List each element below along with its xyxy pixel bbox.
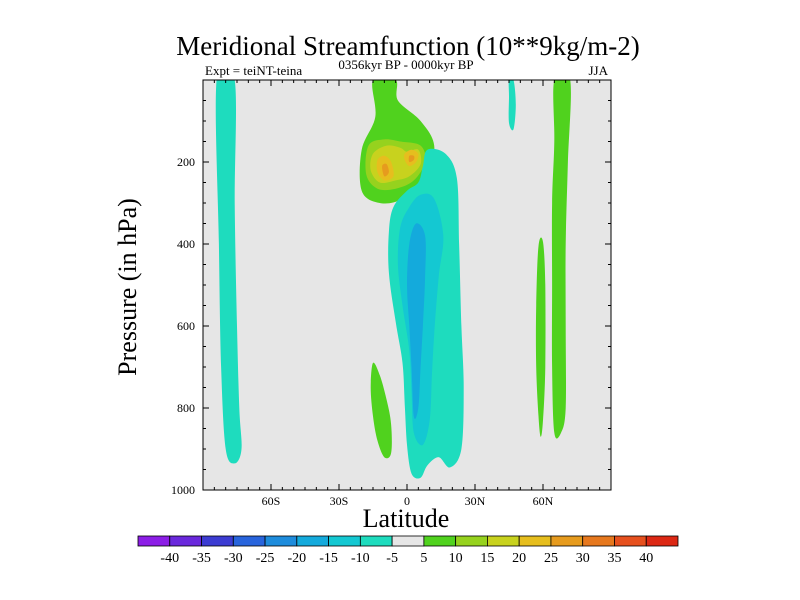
season-label: JJA bbox=[588, 63, 608, 78]
colorbar-swatch bbox=[455, 535, 488, 547]
contour-region-7 bbox=[408, 155, 415, 163]
colorbar-label: 35 bbox=[607, 551, 621, 566]
colorbar-label: -15 bbox=[319, 551, 338, 566]
colorbar-label: -10 bbox=[351, 551, 370, 566]
colorbar-swatch bbox=[582, 535, 615, 547]
chart-subtitle: 0356kyr BP - 0000kyr BP bbox=[338, 57, 473, 72]
x-tick-label: 60S bbox=[262, 494, 281, 508]
colorbar-label: -40 bbox=[160, 551, 179, 566]
experiment-label: Expt = teiNT-teina bbox=[205, 63, 302, 78]
colorbar-swatch bbox=[328, 535, 361, 547]
contour-region-12 bbox=[508, 80, 516, 131]
colorbar-swatch bbox=[518, 535, 552, 547]
colorbar-label: -20 bbox=[287, 551, 306, 566]
colorbar-swatch bbox=[359, 535, 393, 547]
y-tick-label: 200 bbox=[177, 155, 195, 169]
colorbar-swatch bbox=[264, 535, 298, 547]
colorbar-label: 30 bbox=[576, 551, 590, 566]
plot-area bbox=[202, 79, 612, 491]
y-axis-label: Pressure (in hPa) bbox=[113, 198, 142, 376]
colorbar-label: 20 bbox=[512, 551, 526, 566]
colorbar-swatch bbox=[423, 535, 457, 547]
y-tick-label: 600 bbox=[177, 319, 195, 333]
y-tick-label: 800 bbox=[177, 401, 195, 415]
colorbar-swatch bbox=[137, 535, 171, 547]
contour-region-11 bbox=[370, 362, 392, 459]
contour-region-6 bbox=[382, 163, 389, 177]
y-tick-label: 400 bbox=[177, 237, 195, 251]
colorbar-label: 10 bbox=[449, 551, 463, 566]
colorbar-label: -25 bbox=[256, 551, 275, 566]
colorbar-swatch bbox=[645, 535, 679, 547]
colorbar-swatch bbox=[201, 535, 234, 547]
x-tick-label: 0 bbox=[404, 494, 410, 508]
colorbar-swatch bbox=[296, 535, 329, 547]
contour-region-13 bbox=[551, 80, 571, 439]
colorbar-swatch bbox=[614, 535, 647, 547]
x-tick-label: 30N bbox=[465, 494, 486, 508]
contour-region-10 bbox=[407, 223, 426, 419]
x-axis-label: Latitude bbox=[363, 504, 450, 533]
colorbar-label: 25 bbox=[544, 551, 558, 566]
contour-fills bbox=[215, 80, 571, 479]
axis-ticks bbox=[202, 79, 612, 491]
colorbar-swatch bbox=[487, 535, 520, 547]
colorbar-swatch bbox=[391, 535, 425, 547]
contour-region-0 bbox=[215, 80, 242, 464]
x-tick-label: 30S bbox=[330, 494, 349, 508]
colorbar-label: 5 bbox=[420, 551, 427, 566]
colorbar-label: -30 bbox=[224, 551, 243, 566]
colorbar-swatch bbox=[232, 535, 266, 547]
chart-title: Meridional Streamfunction (10**9kg/m-2) bbox=[176, 31, 639, 61]
colorbar: -40 -35 -30 -25 -20 -15 -10 -5 5 10 15 20 25 30 35 40 bbox=[137, 535, 679, 566]
contour-region-14 bbox=[535, 237, 546, 437]
colorbar-swatch bbox=[169, 535, 202, 547]
colorbar-label: 40 bbox=[639, 551, 653, 566]
colorbar-label: -35 bbox=[192, 551, 211, 566]
x-tick-label: 60N bbox=[533, 494, 554, 508]
colorbar-label: 15 bbox=[480, 551, 494, 566]
colorbar-label: -5 bbox=[386, 551, 398, 566]
y-tick-label: 1000 bbox=[171, 483, 195, 497]
colorbar-swatch bbox=[550, 535, 584, 547]
